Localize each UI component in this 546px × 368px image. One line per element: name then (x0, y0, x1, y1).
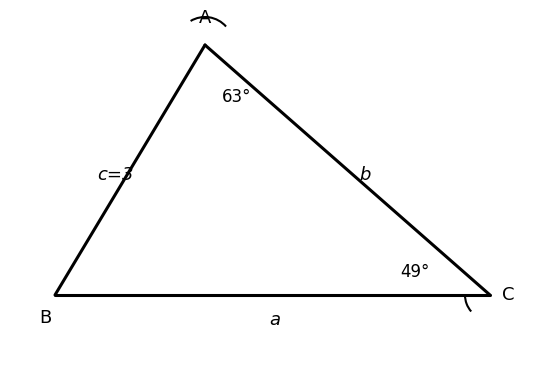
Text: 63°: 63° (222, 88, 252, 106)
Text: C: C (502, 286, 514, 304)
Text: a: a (270, 311, 281, 329)
Text: B: B (39, 309, 51, 327)
Text: b: b (359, 166, 371, 184)
Text: 49°: 49° (401, 263, 430, 281)
Text: c=3: c=3 (97, 166, 133, 184)
Text: A: A (199, 9, 211, 27)
